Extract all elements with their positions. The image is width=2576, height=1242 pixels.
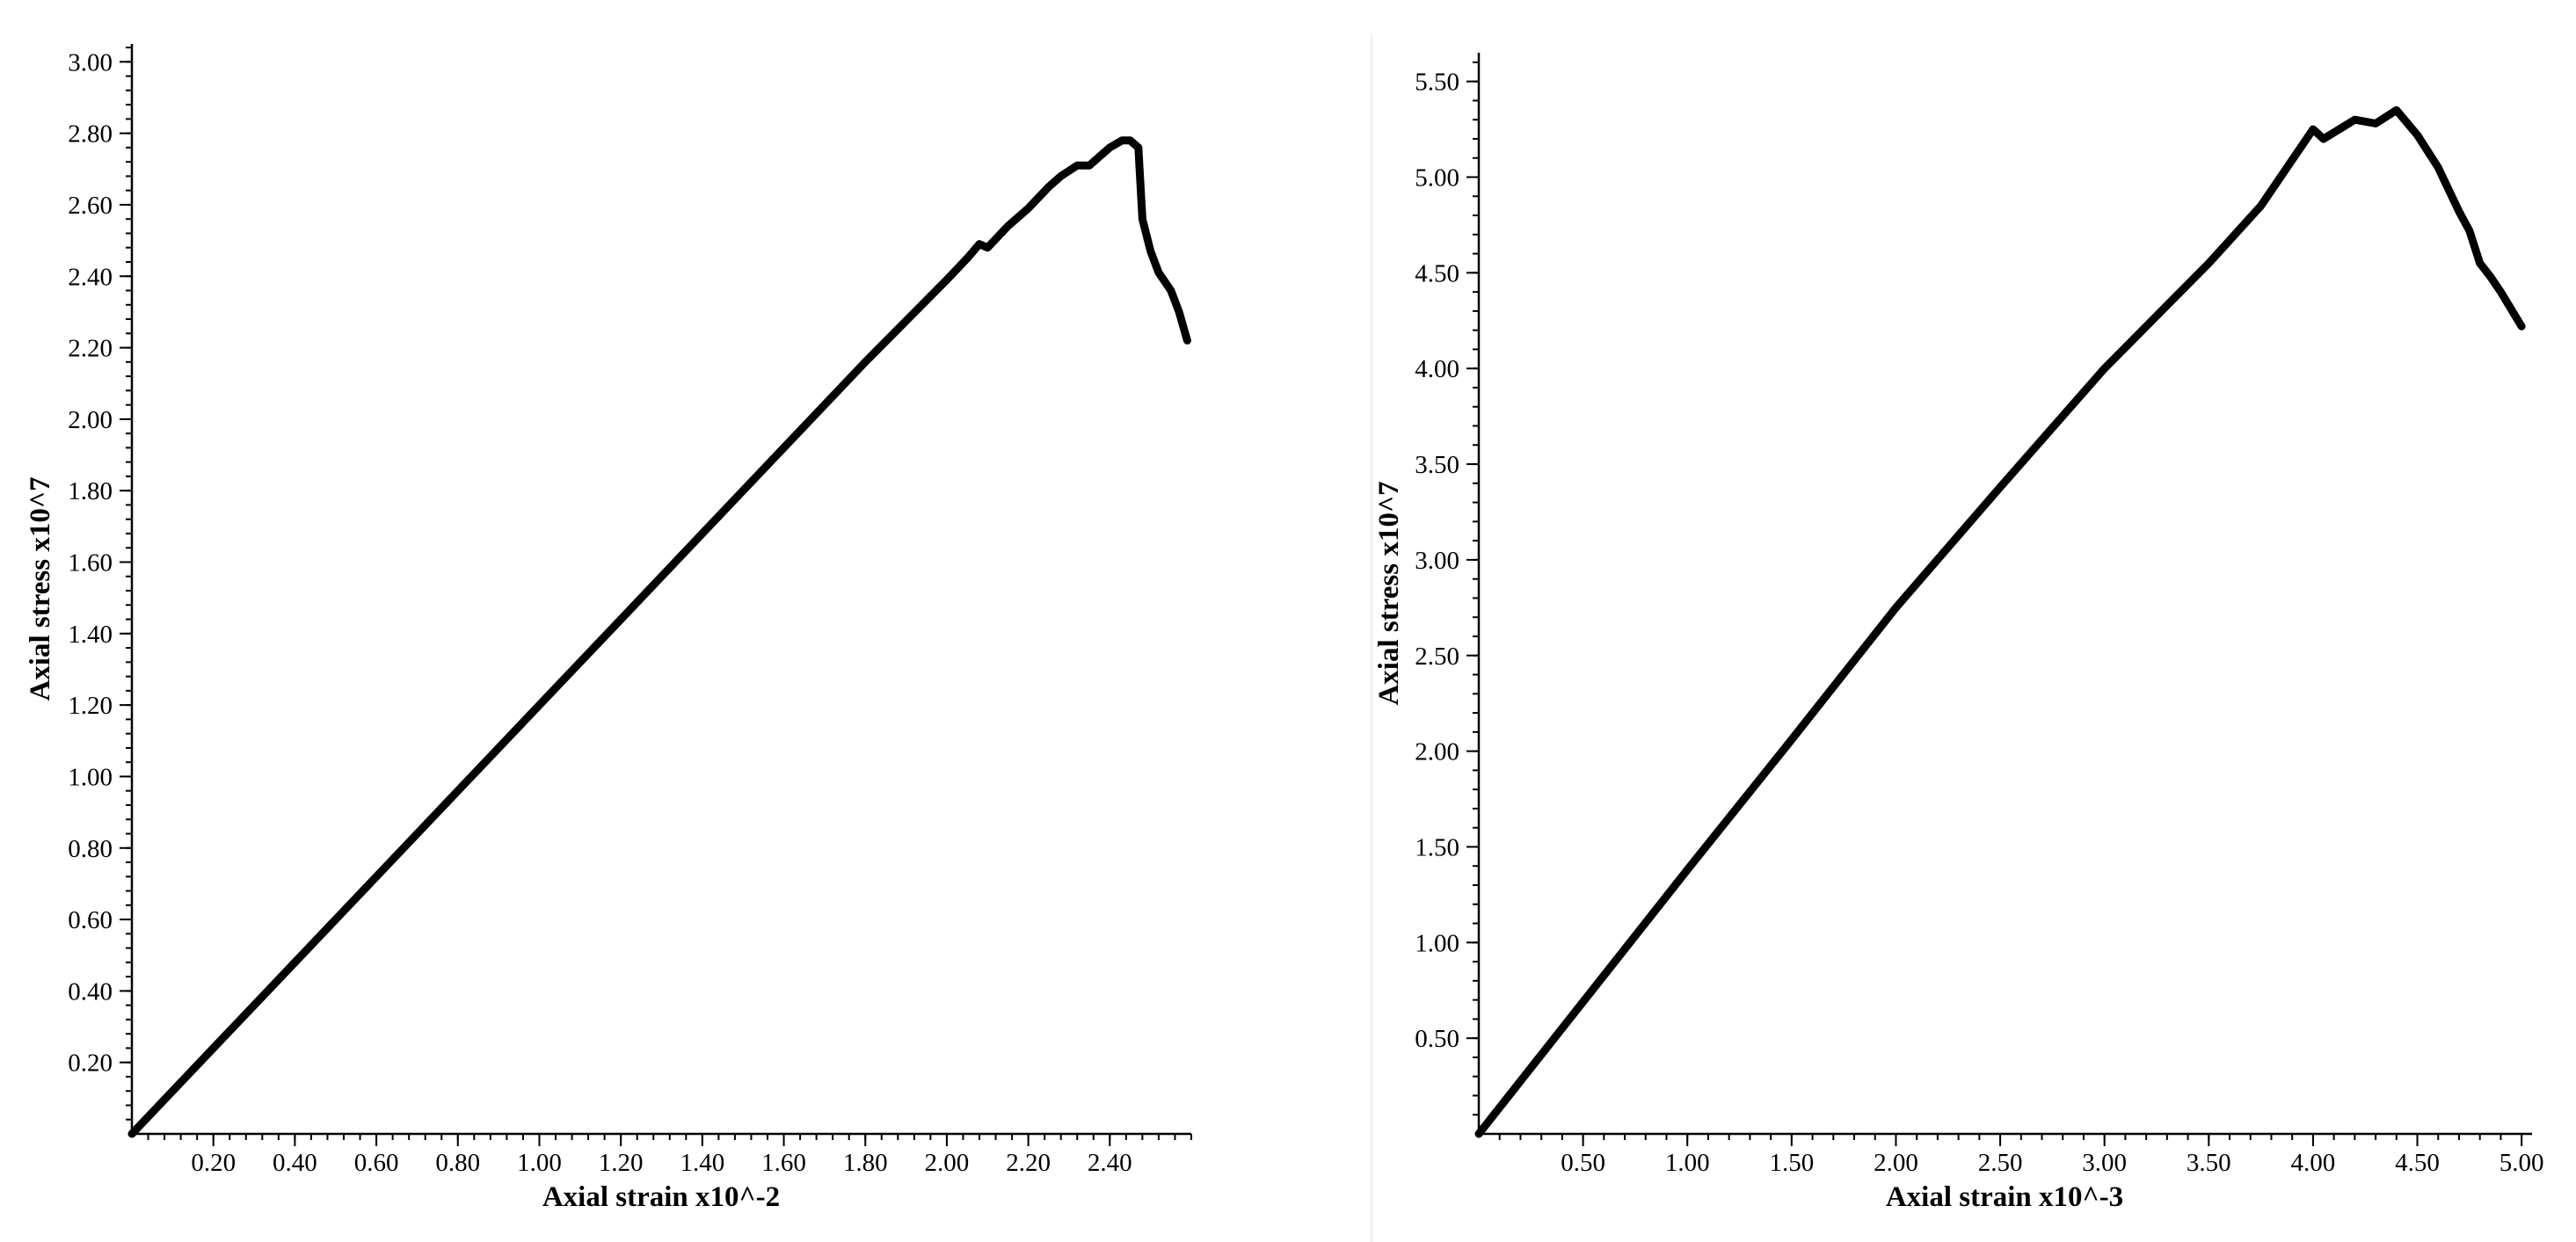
right-x-tick-label: 1.00: [1665, 1149, 1710, 1177]
left-y-tick-label: 0.80: [68, 835, 113, 863]
right-x-tick-label: 3.50: [2187, 1149, 2231, 1177]
left-y-tick-label: 2.60: [68, 192, 113, 220]
right-y-tick-label: 3.50: [1415, 451, 1459, 479]
right-x-tick-label: 4.00: [2291, 1149, 2336, 1177]
right-stress-strain-line: [1474, 105, 2526, 1138]
right-x-axis-title: Axial strain x10^-3: [1886, 1181, 2123, 1213]
right-y-tick-label: 2.00: [1415, 738, 1459, 766]
left-y-tick-label: 0.40: [68, 977, 113, 1006]
left-chart: 0.20 0.40 0.60 0.80 1.00 1.20 1.40 1.60 1.80 2.00…: [25, 44, 1192, 1213]
right-y-tick-label: 3.00: [1415, 547, 1459, 575]
right-y-tick-label: 1.00: [1415, 929, 1459, 957]
right-y-tick-label: 5.50: [1415, 69, 1459, 97]
left-y-tick-label: 2.80: [68, 120, 113, 149]
left-x-tick-label: 0.60: [354, 1149, 399, 1177]
left-y-tick-label: 1.60: [68, 549, 113, 577]
left-y-tick-label: 1.00: [68, 763, 113, 791]
left-x-tick-label: 1.20: [599, 1149, 644, 1177]
right-y-tick-label: 4.50: [1415, 259, 1459, 287]
right-x-tick-label: 4.50: [2395, 1149, 2440, 1177]
left-tick-group: 0.20 0.40 0.60 0.80 1.00 1.20 1.40 1.60 1.80 2.00…: [68, 47, 1192, 1177]
left-x-tick-label: 0.80: [435, 1149, 480, 1177]
left-y-tick-label: 2.20: [68, 335, 113, 363]
left-y-axis-title: Axial stress x10^7: [25, 476, 56, 701]
left-x-tick-label: 1.60: [761, 1149, 806, 1177]
left-y-tick-label: 0.60: [68, 906, 113, 934]
left-y-tick-label: 2.40: [68, 263, 113, 291]
left-x-tick-label: 1.40: [680, 1149, 724, 1177]
left-x-tick-label: 1.00: [517, 1149, 562, 1177]
right-chart: 0.50 1.00 1.50 2.00 2.50 3.00 3.50 4.00 4.50 5.00…: [1373, 53, 2544, 1213]
left-x-tick-label: 1.80: [843, 1149, 888, 1177]
right-x-tick-label: 2.50: [1978, 1149, 2023, 1177]
left-x-tick-label: 2.20: [1006, 1149, 1051, 1177]
right-y-tick-label: 5.00: [1415, 164, 1459, 192]
left-stress-strain-line: [127, 136, 1191, 1138]
left-y-tick-label: 0.20: [68, 1050, 113, 1078]
right-tick-group: 0.50 1.00 1.50 2.00 2.50 3.00 3.50 4.00 4.50 5.00…: [1415, 61, 2544, 1177]
left-x-tick-label: 2.40: [1088, 1149, 1132, 1177]
right-y-axis-title: Axial stress x10^7: [1373, 481, 1405, 705]
right-y-tick-label: 1.50: [1415, 833, 1459, 861]
left-y-tick-label: 1.80: [68, 477, 113, 505]
left-x-tick-label: 0.40: [273, 1149, 317, 1177]
right-x-tick-label: 5.00: [2500, 1149, 2544, 1177]
right-y-tick-label: 0.50: [1415, 1025, 1459, 1053]
right-x-tick-label: 3.00: [2082, 1149, 2127, 1177]
right-y-tick-label: 4.00: [1415, 355, 1459, 383]
left-y-tick-label: 2.00: [68, 406, 113, 434]
right-y-tick-label: 2.50: [1415, 643, 1459, 671]
right-x-tick-label: 0.50: [1561, 1149, 1605, 1177]
left-y-tick-label: 3.00: [68, 48, 113, 76]
right-x-tick-label: 2.00: [1874, 1149, 1918, 1177]
right-x-tick-label: 1.50: [1769, 1149, 1814, 1177]
left-y-tick-label: 1.40: [68, 621, 113, 649]
left-x-tick-label: 2.00: [925, 1149, 970, 1177]
left-x-axis-title: Axial strain x10^-2: [542, 1181, 780, 1213]
left-y-tick-label: 1.20: [68, 692, 113, 720]
left-x-tick-label: 0.20: [191, 1149, 236, 1177]
